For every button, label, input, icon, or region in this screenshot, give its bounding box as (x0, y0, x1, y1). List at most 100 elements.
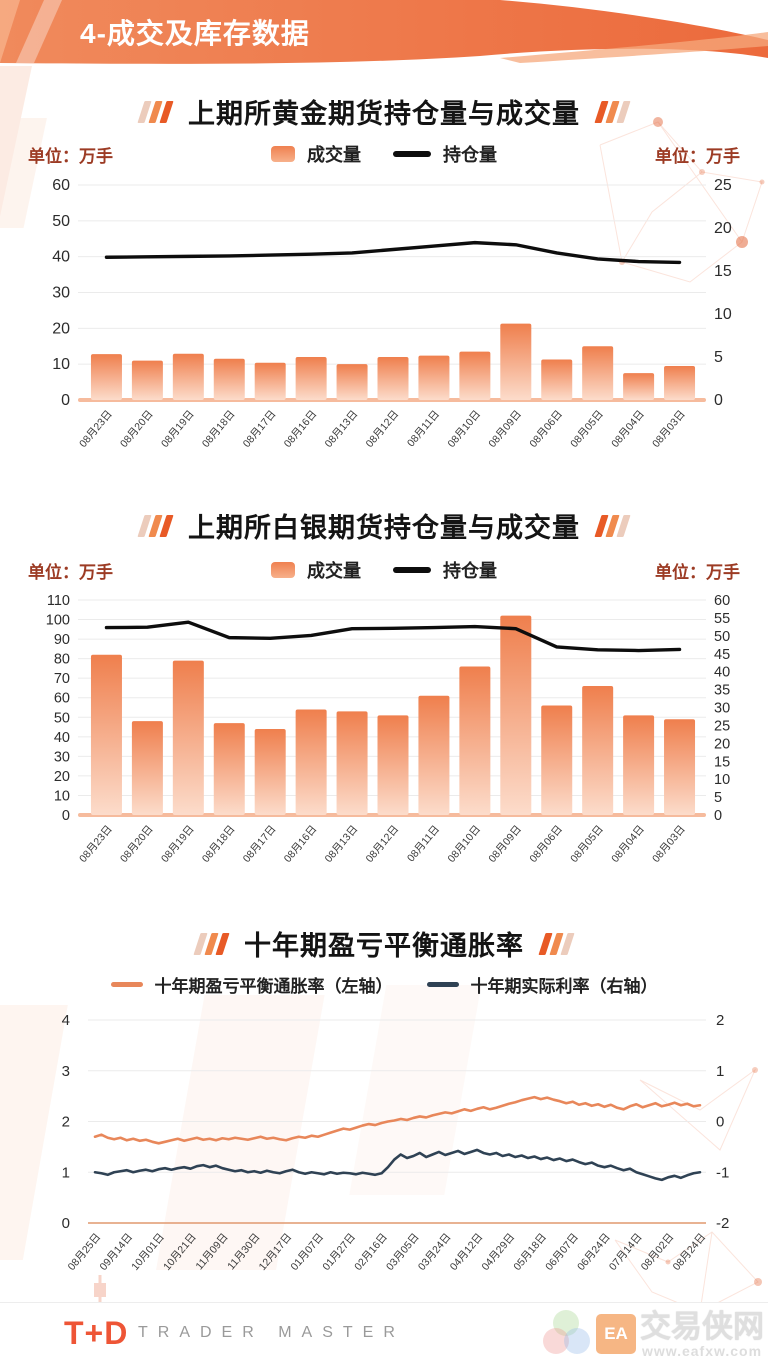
x-axis-label: 08月05日 (568, 823, 606, 865)
left-axis-tick: 90 (54, 632, 70, 648)
header-banner: 4-成交及库存数据 (0, 0, 768, 90)
x-axis-label: 08月04日 (609, 408, 647, 450)
x-axis-label: 08月10日 (445, 823, 483, 865)
bar-08月11日 (418, 355, 450, 400)
left-axis-tick: 60 (54, 691, 70, 707)
x-axis-label: 08月11日 (405, 823, 442, 864)
gold-chart-title-row: 上期所黄金期货持仓量与成交量 (0, 92, 768, 131)
title-slash-icon (137, 100, 174, 123)
bar-08月13日 (336, 711, 368, 815)
x-axis-label: 08月17日 (241, 823, 279, 865)
x-axis-label: 08月06日 (527, 408, 565, 450)
bar-08月18日 (213, 358, 245, 400)
bar-08月09日 (500, 323, 532, 400)
silver-chart-title: 上期所白银期货持仓量与成交量 (188, 513, 580, 543)
x-axis-label: 08月03日 (650, 408, 688, 450)
left-axis-tick: 50 (52, 213, 70, 230)
open-interest-legend-label: 持仓量 (443, 561, 497, 581)
left-axis-tick: 2 (62, 1114, 70, 1131)
right-axis-tick: 55 (714, 611, 730, 627)
inflation-chart-title: 十年期盈亏平衡通胀率 (244, 931, 524, 961)
x-axis-label: 08月12日 (364, 408, 402, 450)
bar-08月23日 (90, 354, 122, 400)
volume-legend-swatch (271, 562, 295, 578)
bar-08月20日 (131, 721, 163, 815)
right-axis-tick: 45 (714, 647, 730, 663)
bar-08月16日 (295, 357, 327, 400)
x-axis-label: 08月09日 (486, 408, 524, 450)
right-axis-tick: -1 (716, 1164, 729, 1181)
page-title: 4-成交及库存数据 (80, 18, 310, 49)
x-axis-label: 08月16日 (282, 823, 320, 865)
watermark-ea-icon: EA (596, 1314, 636, 1354)
silver-left-axis-unit: 单位：万手 (28, 562, 113, 582)
x-axis-label: 08月09日 (486, 823, 524, 865)
silver-right-axis-unit: 单位：万手 (655, 562, 740, 582)
left-axis-tick: 30 (54, 749, 70, 765)
bar-08月03日 (664, 719, 696, 815)
watermark: EA 交易侠网 www.eafxw.com (540, 1305, 764, 1363)
bar-08月16日 (295, 709, 327, 815)
right-axis-tick: 5 (714, 349, 723, 366)
x-axis-label: 08月20日 (118, 823, 156, 865)
title-slash-icon (137, 514, 174, 537)
bar-08月20日 (131, 360, 163, 400)
title-slash-icon (594, 100, 631, 123)
inflation-chart-plot: 01234-2-101208月25日09月14日10月01日10月21日11月0… (62, 1012, 730, 1273)
watermark-flower-icon (540, 1308, 592, 1360)
bar-08月19日 (172, 660, 204, 815)
gold-chart-plot: 0 10 20 30 40 50 60 0 5 10 15 20 25 08月23日 08月20日 08月19… (52, 177, 732, 450)
left-axis-tick: 4 (62, 1012, 70, 1029)
right-axis-tick: 50 (714, 629, 730, 645)
right-axis-tick: 5 (714, 790, 722, 806)
volume-legend-label: 成交量 (307, 145, 361, 165)
real-rate-legend-swatch (426, 982, 459, 987)
open-interest-legend-label: 持仓量 (443, 145, 497, 165)
x-axis-label: 08月10日 (445, 408, 483, 450)
inflation-legend-label: 十年期盈亏平衡通胀率（左轴） (154, 977, 393, 996)
bar-08月12日 (377, 357, 409, 400)
left-axis-tick: 70 (54, 671, 70, 687)
open-interest-legend-swatch (393, 151, 431, 157)
left-axis-tick: 1 (62, 1164, 70, 1181)
td-logo: T+D (64, 1315, 129, 1351)
silver-chart-legend: 成交量 持仓量 (0, 557, 768, 583)
x-axis-label: 08月24日 (671, 1231, 709, 1273)
right-axis-tick: 30 (714, 701, 730, 717)
left-axis-tick: 50 (54, 710, 70, 726)
right-axis-tick: 25 (714, 718, 730, 734)
x-axis-label: 08月19日 (159, 823, 197, 865)
silver-chart-title-row: 上期所白银期货持仓量与成交量 (0, 506, 768, 545)
bar-08月17日 (254, 729, 286, 815)
bar-08月03日 (664, 365, 696, 400)
right-axis-tick: 0 (714, 808, 722, 824)
left-axis-tick: 10 (52, 356, 70, 373)
bar-08月04日 (623, 373, 655, 400)
inflation-chart-title-row: 十年期盈亏平衡通胀率 (0, 924, 768, 963)
line-series (93, 1148, 702, 1182)
open-interest-line (104, 620, 682, 653)
watermark-site-url: www.eafxw.com (641, 1342, 763, 1359)
left-axis-tick: 3 (62, 1063, 70, 1080)
gold-chart-title: 上期所黄金期货持仓量与成交量 (188, 99, 580, 129)
left-axis-tick: 80 (54, 652, 70, 668)
x-axis-label: 08月19日 (159, 408, 197, 450)
title-slash-icon (193, 932, 230, 955)
bar-08月09日 (500, 615, 532, 815)
title-slash-icon (538, 932, 575, 955)
left-axis-tick: 0 (62, 808, 70, 824)
x-axis-label: 08月13日 (323, 823, 361, 865)
watermark-site-name: 交易侠网 (640, 1308, 764, 1344)
left-axis-tick: 40 (54, 730, 70, 746)
gold-chart-meta-row: 单位：万手 成交量 持仓量 单位：万手 (0, 140, 768, 168)
line-series (93, 1095, 702, 1145)
x-axis-label: 08月03日 (650, 823, 688, 865)
right-axis-tick: 20 (714, 736, 730, 752)
left-axis-tick: 0 (62, 1215, 70, 1232)
open-interest-legend-swatch (393, 567, 431, 573)
right-axis-tick: 35 (714, 683, 730, 699)
right-axis-tick: 40 (714, 665, 730, 681)
bar-08月05日 (582, 346, 614, 400)
silver-chart-meta-row: 单位：万手 成交量 持仓量 单位：万手 (0, 556, 768, 584)
brand-text: TRADER MASTER (138, 1324, 405, 1341)
